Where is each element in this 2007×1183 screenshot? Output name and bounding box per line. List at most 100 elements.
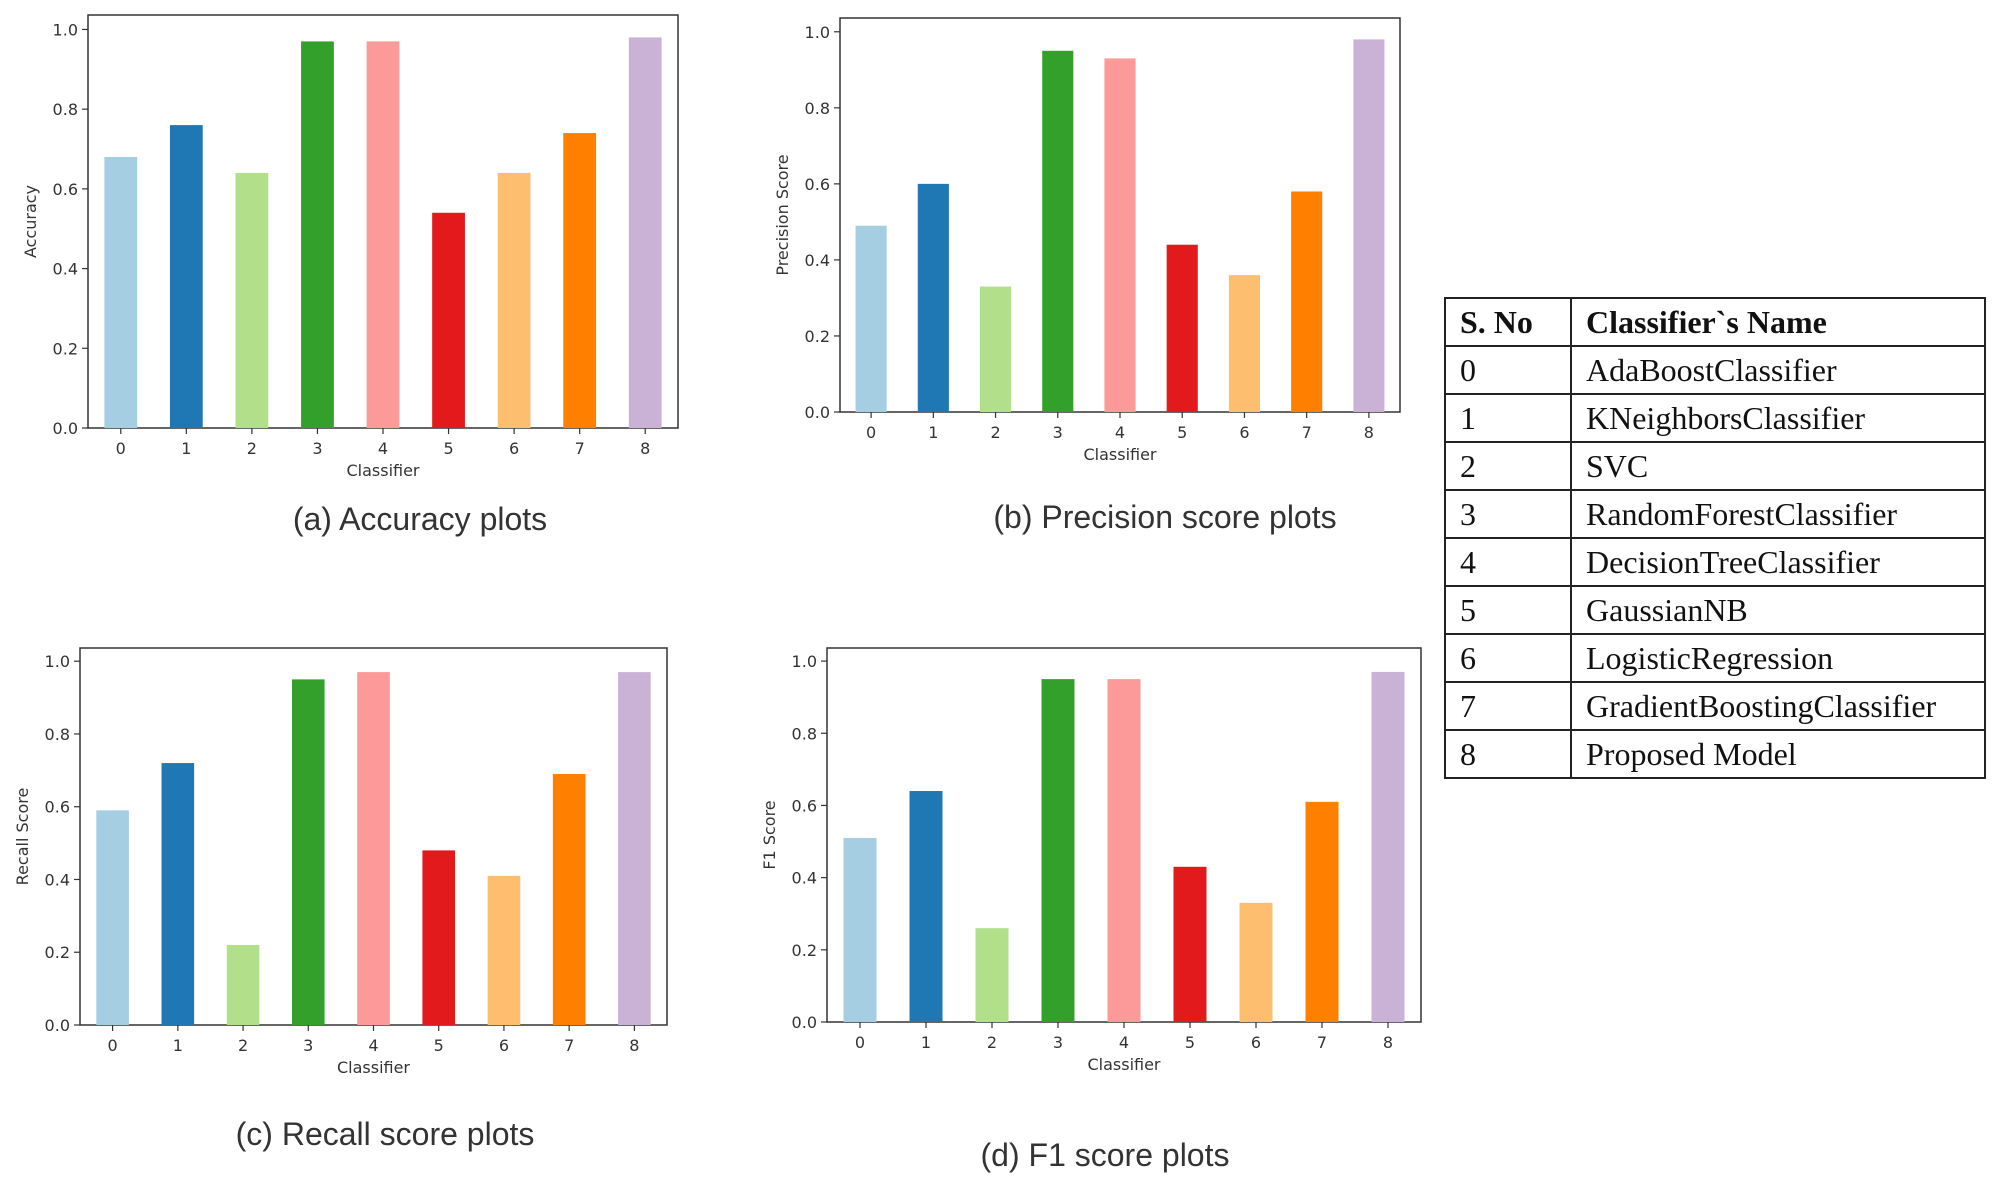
y-tick-label: 0.8 xyxy=(45,725,70,744)
x-tick-label: 0 xyxy=(866,423,876,442)
x-tick-label: 1 xyxy=(928,423,938,442)
bar xyxy=(291,679,325,1025)
x-tick-label: 6 xyxy=(1251,1033,1261,1052)
x-tick-label: 7 xyxy=(564,1036,574,1055)
legend-cell-name: SVC xyxy=(1570,441,1986,491)
legend-header-row: S. No Classifier`s Name xyxy=(1444,297,1986,347)
bar xyxy=(618,672,651,1025)
legend-row: 1 KNeighborsClassifier xyxy=(1444,393,1986,443)
y-tick-label: 1.0 xyxy=(45,652,70,671)
x-tick-label: 5 xyxy=(443,439,453,458)
legend-cell-name: LogisticRegression xyxy=(1570,633,1986,683)
x-tick-label: 1 xyxy=(181,439,191,458)
legend-row: 7 GradientBoostingClassifier xyxy=(1444,681,1986,731)
chart-caption: (a) Accuracy plots xyxy=(293,501,547,537)
x-tick-label: 3 xyxy=(1053,423,1063,442)
legend-row: 6 LogisticRegression xyxy=(1444,633,1986,683)
bar xyxy=(1353,39,1385,413)
bar xyxy=(628,37,662,428)
x-tick-label: 5 xyxy=(434,1036,444,1055)
legend-header-sno: S. No xyxy=(1444,297,1572,347)
y-tick-label: 1.0 xyxy=(805,23,830,42)
bar xyxy=(1305,801,1339,1022)
y-tick-label: 0.6 xyxy=(805,175,830,194)
y-tick-label: 0.0 xyxy=(792,1013,817,1032)
bar xyxy=(432,212,465,428)
x-tick-label: 5 xyxy=(1177,423,1187,442)
y-tick-label: 0.6 xyxy=(45,798,70,817)
legend-cell-num: 5 xyxy=(1444,585,1572,635)
legend-cell-num: 1 xyxy=(1444,393,1572,443)
y-tick-label: 1.0 xyxy=(792,652,817,671)
y-tick-label: 0.0 xyxy=(805,403,830,422)
x-tick-label: 6 xyxy=(1239,423,1249,442)
bar xyxy=(1239,902,1273,1022)
x-tick-label: 8 xyxy=(1364,423,1374,442)
bar xyxy=(487,875,521,1025)
y-tick-label: 0.2 xyxy=(805,327,830,346)
chart-caption: (b) Precision score plots xyxy=(993,499,1336,535)
bar xyxy=(169,125,203,428)
y-axis-label: F1 Score xyxy=(760,800,779,869)
bar xyxy=(563,133,597,428)
x-tick-label: 4 xyxy=(378,439,388,458)
x-tick-label: 4 xyxy=(1115,423,1125,442)
y-tick-label: 0.8 xyxy=(805,99,830,118)
y-tick-label: 0.4 xyxy=(53,260,78,279)
bar xyxy=(975,928,1009,1022)
y-tick-label: 0.4 xyxy=(792,869,817,888)
y-tick-label: 0.2 xyxy=(53,339,78,358)
legend-cell-num: 8 xyxy=(1444,729,1572,779)
legend-cell-num: 7 xyxy=(1444,681,1572,731)
bar xyxy=(909,791,943,1022)
chart-caption: (d) F1 score plots xyxy=(981,1137,1230,1173)
bar xyxy=(855,225,887,412)
y-axis-label: Accuracy xyxy=(21,185,40,258)
bar xyxy=(1228,275,1260,412)
x-tick-label: 1 xyxy=(173,1036,183,1055)
bar xyxy=(1173,866,1207,1022)
legend-header-name: Classifier`s Name xyxy=(1570,297,1986,347)
bar xyxy=(552,773,586,1025)
bar xyxy=(357,672,390,1025)
x-tick-label: 7 xyxy=(1302,423,1312,442)
bar xyxy=(366,41,400,429)
bar xyxy=(917,183,949,412)
x-tick-label: 2 xyxy=(990,423,1000,442)
legend-row: 3 RandomForestClassifier xyxy=(1444,489,1986,539)
legend-cell-num: 6 xyxy=(1444,633,1572,683)
x-tick-label: 0 xyxy=(108,1036,118,1055)
x-tick-label: 0 xyxy=(116,439,126,458)
bar xyxy=(1042,50,1074,412)
x-tick-label: 0 xyxy=(855,1033,865,1052)
y-tick-label: 0.4 xyxy=(805,251,830,270)
bar xyxy=(96,810,129,1025)
legend-row: 2 SVC xyxy=(1444,441,1986,491)
x-tick-label: 2 xyxy=(247,439,257,458)
bar xyxy=(235,172,269,428)
x-tick-label: 2 xyxy=(238,1036,248,1055)
y-axis-label: Precision Score xyxy=(773,154,792,275)
legend-cell-num: 2 xyxy=(1444,441,1572,491)
legend-cell-num: 4 xyxy=(1444,537,1572,587)
y-axis-label: Recall Score xyxy=(13,788,32,886)
x-axis-label: Classifier xyxy=(346,461,419,480)
y-tick-label: 0.4 xyxy=(45,870,70,889)
y-tick-label: 0.6 xyxy=(53,180,78,199)
x-tick-label: 6 xyxy=(499,1036,509,1055)
x-tick-label: 1 xyxy=(921,1033,931,1052)
legend-cell-num: 3 xyxy=(1444,489,1572,539)
x-tick-label: 4 xyxy=(1119,1033,1129,1052)
x-tick-label: 8 xyxy=(640,439,650,458)
classifier-legend-table: S. No Classifier`s Name 0 AdaBoostClassif… xyxy=(1444,297,1986,779)
y-tick-label: 0.0 xyxy=(45,1016,70,1035)
y-tick-label: 0.2 xyxy=(792,941,817,960)
x-tick-label: 2 xyxy=(987,1033,997,1052)
x-tick-label: 7 xyxy=(1317,1033,1327,1052)
legend-row: 5 GaussianNB xyxy=(1444,585,1986,635)
legend-cell-num: 0 xyxy=(1444,345,1572,395)
x-tick-label: 4 xyxy=(368,1036,378,1055)
bar xyxy=(1104,58,1136,413)
y-tick-label: 1.0 xyxy=(53,20,78,39)
